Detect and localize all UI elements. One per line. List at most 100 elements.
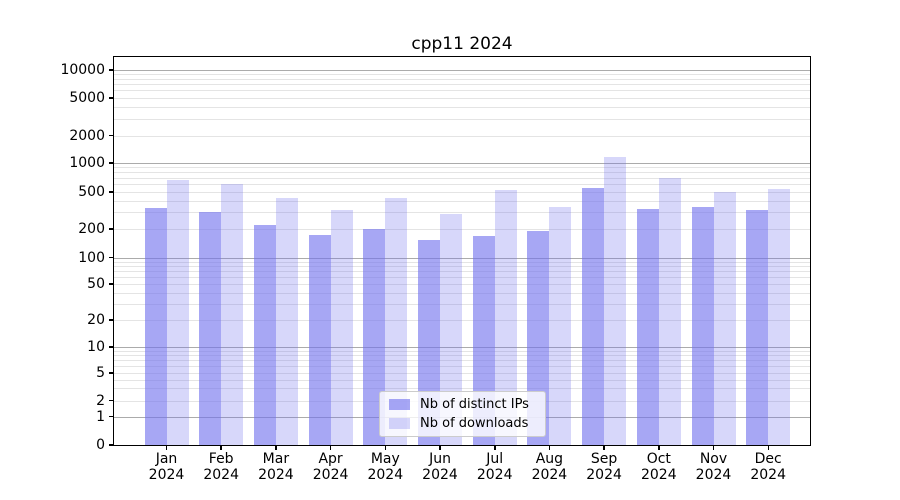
x-tick-label-may: May 2024 [353, 451, 417, 483]
bar-distinct-ips-nov [691, 207, 714, 445]
x-tick-year-oct: 2024 [640, 466, 677, 483]
gridline-1000 [114, 162, 810, 164]
gridline-7000 [114, 84, 810, 86]
gridline-10 [114, 347, 810, 348]
gridline-100 [114, 257, 810, 259]
x-tick-month-mar: Mar [262, 451, 290, 467]
bar-downloads-dec [768, 188, 791, 445]
bar-downloads-may [385, 197, 408, 445]
bar-distinct-ips-jan [144, 208, 167, 445]
y-tick-mark-200 [109, 228, 114, 230]
x-tick-month-apr: Apr [318, 451, 343, 467]
x-tick-label-aug: Aug 2024 [517, 451, 581, 483]
gridline-300 [114, 212, 810, 214]
x-tick-year-nov: 2024 [695, 466, 732, 483]
gridline-8000 [114, 78, 810, 80]
y-tick-mark-1 [109, 415, 114, 418]
gridline-50 [114, 284, 810, 285]
x-tick-year-aug: 2024 [531, 466, 568, 483]
legend-item-downloads: Nb of downloads [389, 416, 545, 431]
x-tick-year-mar: 2024 [258, 466, 294, 483]
y-tick-mark-1000 [109, 162, 114, 164]
gridline-9000 [114, 74, 810, 76]
gridline-70 [114, 271, 810, 273]
legend-item-distinct-ips: Nb of distinct IPs [389, 397, 545, 412]
bar-downloads-nov [713, 192, 736, 445]
x-tick-mark-jan [165, 445, 168, 450]
x-tick-year-jul: 2024 [476, 466, 513, 483]
bar-downloads-apr [330, 209, 353, 445]
x-tick-label-dec: Dec 2024 [736, 451, 800, 483]
x-tick-label-mar: Mar 2024 [244, 451, 308, 483]
y-tick-mark-5000 [109, 97, 114, 99]
bar-downloads-jul [494, 190, 517, 445]
x-tick-mark-apr [329, 445, 332, 450]
y-tick-mark-0 [109, 444, 114, 446]
gridline-9 [114, 350, 810, 352]
x-tick-label-apr: Apr 2024 [299, 451, 363, 483]
bar-distinct-ips-may [363, 228, 386, 445]
gridline-30 [114, 304, 810, 306]
gridline-500 [114, 191, 810, 193]
y-tick-label-1000: 1000 [69, 154, 105, 171]
x-tick-label-jan: Jan 2024 [135, 451, 199, 483]
legend-swatch-distinct-ips [389, 399, 410, 410]
x-tick-month-may: May [370, 451, 400, 467]
gridline-5 [114, 373, 810, 374]
x-tick-month-jan: Jan [155, 451, 178, 467]
gridline-6000 [114, 90, 810, 92]
gridline-4 [114, 379, 810, 381]
y-tick-label-50: 50 [87, 276, 105, 292]
y-tick-label-5000: 5000 [69, 89, 105, 106]
gridline-10000 [114, 69, 810, 71]
x-tick-label-jul: Jul 2024 [463, 451, 527, 483]
bar-distinct-ips-dec [746, 210, 769, 445]
gridline-5000 [114, 97, 810, 99]
x-tick-mark-feb [220, 445, 222, 450]
x-tick-label-oct: Oct 2024 [627, 451, 691, 483]
x-tick-month-jun: Jun [429, 451, 451, 467]
gridline-400 [114, 200, 810, 202]
x-tick-month-dec: Dec [754, 451, 782, 467]
x-tick-mark-oct [658, 445, 660, 450]
bar-downloads-feb [221, 183, 244, 445]
y-tick-label-5: 5 [96, 365, 105, 381]
y-tick-label-100: 100 [78, 249, 105, 266]
gridline-60 [114, 277, 810, 278]
x-tick-month-aug: Aug [535, 451, 564, 467]
x-tick-month-nov: Nov [699, 451, 728, 467]
gridline-3000 [114, 118, 810, 120]
x-tick-label-nov: Nov 2024 [682, 451, 746, 483]
bar-distinct-ips-oct [636, 209, 659, 445]
x-tick-year-jan: 2024 [148, 466, 185, 483]
y-tick-label-10: 10 [87, 339, 105, 355]
bar-downloads-mar [275, 198, 298, 445]
x-tick-year-feb: 2024 [203, 466, 239, 483]
y-tick-label-2000: 2000 [69, 127, 105, 144]
legend-swatch-downloads [389, 418, 410, 429]
bar-distinct-ips-feb [199, 211, 222, 445]
x-tick-mark-dec [767, 445, 769, 450]
y-tick-mark-100 [109, 256, 114, 259]
y-tick-mark-50 [109, 283, 114, 285]
bar-distinct-ips-apr [308, 234, 331, 445]
gridline-4000 [114, 107, 810, 108]
x-tick-mark-mar [275, 445, 277, 450]
y-tick-label-10000: 10000 [60, 61, 105, 78]
gridline-3 [114, 388, 810, 390]
gridline-200 [114, 228, 810, 230]
gridline-40 [114, 292, 810, 294]
y-tick-mark-5 [109, 372, 114, 374]
legend-label-distinct-ips: Nb of distinct IPs [420, 397, 529, 412]
x-tick-month-oct: Oct [646, 451, 671, 467]
gridline-900 [114, 167, 810, 169]
bar-distinct-ips-mar [253, 224, 276, 445]
gridline-600 [114, 184, 810, 186]
bar-downloads-jan [166, 179, 189, 445]
y-tick-label-20: 20 [87, 312, 105, 328]
x-tick-month-feb: Feb [208, 451, 234, 467]
x-tick-year-sep: 2024 [586, 466, 622, 483]
gridline-6 [114, 366, 810, 368]
y-tick-label-0: 0 [96, 437, 105, 453]
